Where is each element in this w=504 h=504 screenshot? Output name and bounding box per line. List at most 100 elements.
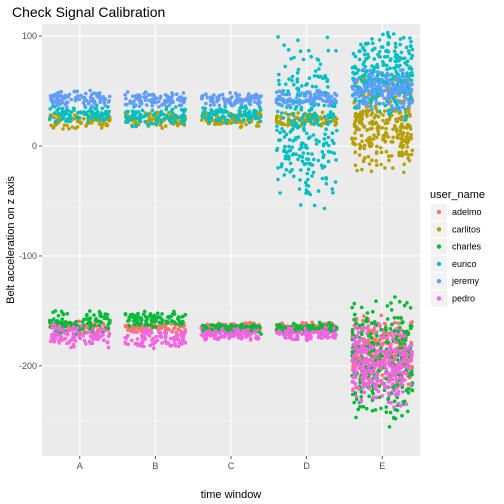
data-point-carlitos	[100, 123, 105, 127]
data-point-carlitos	[244, 122, 248, 127]
data-point-charles	[255, 324, 260, 329]
data-point-pedro	[316, 335, 321, 340]
legend-label-eurico: eurico	[452, 259, 477, 269]
data-point-charles	[142, 309, 147, 314]
x-tick-label: B	[152, 461, 158, 471]
data-point-eurico	[314, 85, 318, 89]
data-point-jeremy	[350, 85, 355, 90]
data-point-carlitos	[384, 126, 388, 131]
data-point-jeremy	[179, 103, 184, 108]
data-point-eurico	[310, 174, 314, 178]
data-point-charles	[400, 337, 405, 342]
data-point-jeremy	[106, 100, 111, 104]
data-point-eurico	[325, 35, 330, 40]
data-point-carlitos	[376, 132, 381, 136]
data-point-charles	[352, 400, 357, 405]
data-point-carlitos	[402, 170, 406, 175]
data-point-eurico	[69, 110, 73, 114]
data-point-jeremy	[353, 84, 358, 88]
data-point-carlitos	[350, 136, 354, 140]
data-point-adelmo	[126, 328, 130, 332]
data-point-eurico	[304, 143, 308, 148]
data-point-jeremy	[234, 98, 238, 102]
data-point-jeremy	[397, 76, 401, 80]
data-point-jeremy	[228, 101, 232, 105]
data-point-pedro	[93, 336, 97, 341]
data-point-eurico	[287, 154, 291, 159]
data-point-pedro	[383, 371, 388, 376]
legend-key-eurico	[436, 261, 442, 267]
data-point-jeremy	[102, 101, 106, 106]
data-point-pedro	[379, 335, 384, 339]
data-point-eurico	[277, 82, 282, 87]
data-point-charles	[354, 321, 359, 326]
data-point-eurico	[214, 112, 219, 116]
data-point-eurico	[313, 111, 317, 116]
data-point-carlitos	[363, 156, 367, 160]
data-point-jeremy	[395, 79, 400, 83]
data-point-carlitos	[105, 123, 110, 128]
data-point-pedro	[401, 371, 406, 375]
legend-label-charles: charles	[452, 242, 482, 252]
data-point-eurico	[305, 146, 309, 150]
data-point-adelmo	[377, 337, 382, 342]
data-point-carlitos	[374, 150, 379, 154]
data-point-charles	[127, 324, 131, 328]
data-point-jeremy	[166, 95, 170, 100]
data-point-charles	[410, 388, 415, 393]
data-point-jeremy	[237, 93, 242, 97]
data-point-jeremy	[385, 78, 390, 82]
data-point-eurico	[275, 124, 279, 128]
data-point-eurico	[316, 118, 320, 122]
data-point-eurico	[164, 113, 169, 118]
data-point-jeremy	[88, 88, 92, 93]
data-point-eurico	[237, 117, 241, 122]
data-point-jeremy	[396, 98, 400, 103]
data-point-jeremy	[323, 99, 328, 103]
data-point-charles	[141, 312, 146, 317]
data-point-carlitos	[370, 122, 375, 127]
data-point-jeremy	[369, 104, 373, 109]
data-point-eurico	[332, 151, 337, 155]
data-point-charles	[406, 409, 410, 414]
data-point-charles	[385, 317, 390, 321]
data-point-pedro	[142, 330, 146, 335]
data-point-eurico	[247, 120, 252, 125]
data-point-eurico	[290, 123, 295, 127]
data-point-jeremy	[363, 86, 368, 91]
data-point-carlitos	[67, 126, 71, 131]
data-point-jeremy	[382, 88, 387, 93]
data-point-charles	[397, 325, 402, 330]
data-point-jeremy	[396, 88, 400, 92]
data-point-carlitos	[375, 163, 379, 167]
data-point-charles	[400, 413, 404, 418]
data-point-pedro	[382, 363, 387, 367]
y-tick-label: -100	[19, 251, 37, 261]
data-point-jeremy	[162, 102, 166, 106]
data-point-jeremy	[124, 96, 128, 101]
data-point-eurico	[403, 118, 407, 123]
data-point-pedro	[380, 359, 385, 363]
data-point-eurico	[401, 35, 406, 40]
data-point-jeremy	[402, 85, 407, 90]
data-point-charles	[85, 312, 89, 317]
data-point-pedro	[52, 339, 56, 344]
data-point-adelmo	[396, 321, 401, 326]
data-point-eurico	[333, 180, 338, 184]
data-point-charles	[391, 416, 396, 420]
data-point-charles	[314, 326, 318, 331]
data-point-jeremy	[277, 89, 282, 93]
data-point-jeremy	[334, 93, 339, 97]
data-point-jeremy	[81, 100, 86, 105]
data-point-eurico	[300, 155, 305, 159]
data-point-pedro	[369, 344, 373, 348]
data-point-eurico	[376, 52, 380, 57]
data-point-jeremy	[178, 96, 182, 101]
x-tick-label: D	[303, 461, 310, 471]
data-point-charles	[357, 323, 362, 328]
data-point-eurico	[406, 49, 411, 53]
data-point-charles	[352, 317, 356, 322]
data-point-eurico	[300, 145, 304, 150]
data-point-adelmo	[156, 324, 161, 329]
data-point-jeremy	[57, 91, 61, 96]
